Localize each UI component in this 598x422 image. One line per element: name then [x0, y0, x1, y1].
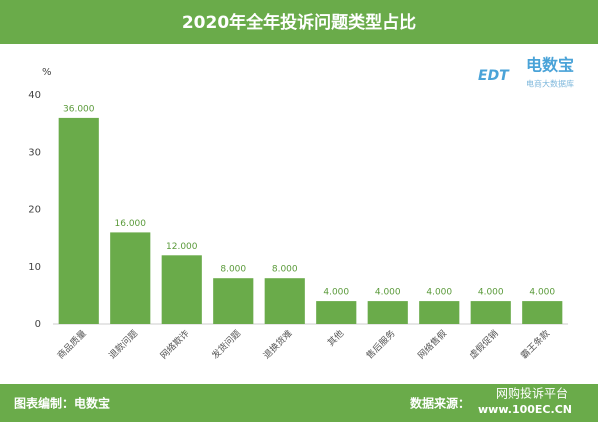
value-label: 4.000	[375, 288, 401, 298]
logo-name: 电数宝	[526, 56, 574, 75]
footer-url: www.100EC.CN	[478, 403, 572, 416]
x-tick-label: 其他	[325, 327, 346, 348]
x-tick-label: 商品质量	[55, 327, 89, 361]
header-band	[0, 0, 598, 44]
footer-band	[0, 384, 598, 422]
y-tick-label: 0	[35, 319, 41, 330]
bar	[419, 301, 460, 324]
value-label: 8.000	[220, 265, 246, 275]
y-tick-label: 20	[28, 205, 41, 216]
y-tick-label: 40	[28, 90, 41, 101]
bar	[367, 301, 408, 324]
bar	[470, 301, 511, 324]
x-tick-label: 网络欺诈	[158, 327, 192, 361]
x-tick-label: 退换货难	[261, 327, 295, 361]
logo-tagline: 电商大数据库	[526, 79, 574, 89]
y-axis-label: %	[42, 67, 52, 78]
bar	[264, 278, 305, 324]
x-tick-label: 霸王条款	[518, 327, 552, 361]
y-tick-label: 30	[28, 147, 41, 158]
footer-source: 数据来源：	[410, 396, 470, 411]
x-tick-label: 退款问题	[106, 327, 140, 361]
bar	[110, 232, 151, 324]
value-label: 4.000	[426, 288, 452, 298]
chart-title: 2020年全年投诉问题类型占比	[182, 12, 416, 33]
watermark: 网购投诉平台	[496, 386, 568, 401]
value-label: 4.000	[529, 288, 555, 298]
value-label: 8.000	[272, 265, 298, 275]
value-label: 36.000	[63, 104, 95, 114]
bar	[522, 301, 563, 324]
value-label: 16.000	[115, 219, 147, 229]
x-tick-label: 虚假促销	[467, 327, 501, 361]
bar	[161, 255, 202, 324]
value-label: 12.000	[166, 242, 198, 252]
x-tick-label: 网络售假	[415, 327, 449, 361]
logo-mark: EDT	[478, 68, 510, 84]
bar	[213, 278, 254, 324]
value-label: 4.000	[478, 288, 504, 298]
value-label: 4.000	[323, 288, 349, 298]
x-tick-label: 售后服务	[364, 327, 398, 361]
y-tick-label: 10	[28, 262, 41, 273]
x-tick-label: 发货问题	[209, 327, 243, 361]
bar	[316, 301, 357, 324]
bar	[58, 117, 99, 325]
footer-credit: 图表编制：电数宝	[14, 396, 110, 411]
